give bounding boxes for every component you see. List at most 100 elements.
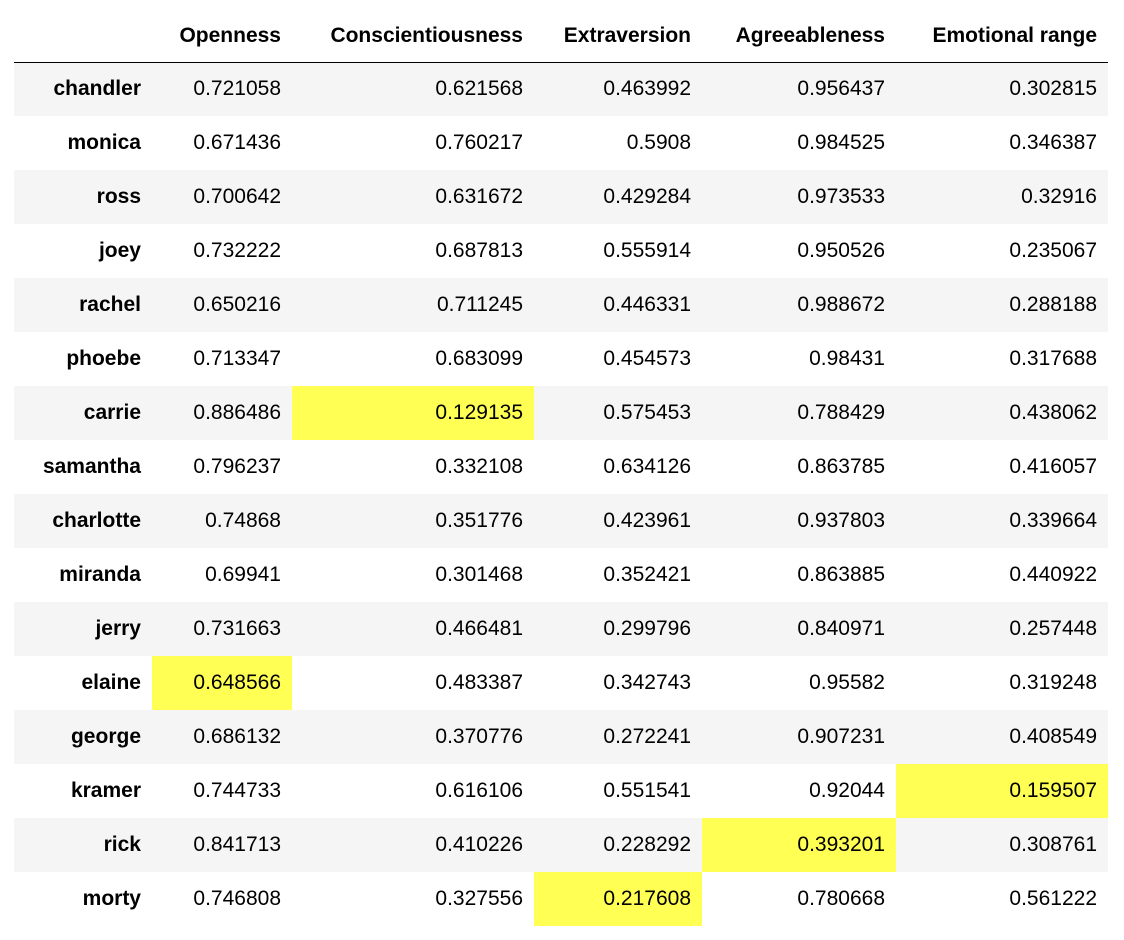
table-row: george 0.686132 0.370776 0.272241 0.907231 0.…: [14, 710, 1108, 764]
table-cell: 0.440922: [1009, 563, 1097, 586]
table-cell: 0.351776: [435, 509, 523, 532]
row-index-label: miranda: [59, 563, 141, 586]
table-cell: 0.687813: [435, 239, 523, 262]
table-cell: 0.423961: [603, 509, 691, 532]
table-row: samantha 0.796237 0.332108 0.634126 0.863785…: [14, 440, 1108, 494]
table-cell: 0.370776: [435, 725, 523, 748]
table-cell: 0.352421: [603, 563, 691, 586]
table-cell: 0.561222: [1009, 887, 1097, 910]
table-cell: 0.327556: [435, 887, 523, 910]
column-header-extraversion: Extraversion: [534, 10, 702, 63]
table-row: joey 0.732222 0.687813 0.555914 0.950526 0.23…: [14, 224, 1108, 278]
table-cell: 0.342743: [603, 671, 691, 694]
table-cell: 0.631672: [435, 185, 523, 208]
row-index-label: charlotte: [52, 509, 141, 532]
table-cell: 0.416057: [1009, 455, 1097, 478]
table-row: charlotte 0.74868 0.351776 0.423961 0.937803…: [14, 494, 1108, 548]
table-row: kramer 0.744733 0.616106 0.551541 0.92044 0.1…: [14, 764, 1108, 818]
table-cell: 0.760217: [435, 131, 523, 154]
highlighted-min-cell: 0.648566: [152, 656, 292, 710]
table-cell: 0.950526: [797, 239, 885, 262]
row-index-label: jerry: [95, 617, 141, 640]
table-cell: 0.302815: [1009, 77, 1097, 101]
table-cell: 0.744733: [193, 779, 281, 802]
table-row: carrie 0.886486 0.129135 0.575453 0.788429 0.…: [14, 386, 1108, 440]
table-header: Openness Conscientiousness Extraversion …: [14, 10, 1108, 63]
table-cell: 0.780668: [797, 887, 885, 910]
table-cell: 0.555914: [603, 239, 691, 262]
table-cell: 0.732222: [193, 239, 281, 262]
row-index-label: rick: [103, 833, 141, 856]
table-cell: 0.575453: [603, 401, 691, 424]
table-cell: 0.973533: [797, 185, 885, 208]
table-cell: 0.886486: [193, 401, 281, 424]
table-row: morty 0.746808 0.327556 0.217608 0.780668 0.5…: [14, 872, 1108, 926]
column-header-openness: Openness: [152, 10, 292, 63]
row-index-label: chandler: [53, 77, 141, 101]
table-cell: 0.841713: [193, 833, 281, 856]
table-row: monica 0.671436 0.760217 0.5908 0.984525 0.34…: [14, 116, 1108, 170]
table-cell: 0.988672: [797, 293, 885, 316]
table-cell: 0.69941: [205, 563, 281, 586]
highlighted-min-cell: 0.217608: [534, 872, 702, 926]
row-index-label: monica: [67, 131, 141, 154]
table-cell: 0.713347: [193, 347, 281, 370]
table-cell: 0.317688: [1009, 347, 1097, 370]
table-cell: 0.863785: [797, 455, 885, 478]
highlighted-min-cell: 0.129135: [292, 386, 534, 440]
table-cell: 0.788429: [797, 401, 885, 424]
table-cell: 0.454573: [603, 347, 691, 370]
table-cell: 0.650216: [193, 293, 281, 316]
table-cell: 0.429284: [603, 185, 691, 208]
highlighted-min-cell: 0.159507: [896, 764, 1108, 818]
table-cell: 0.339664: [1009, 509, 1097, 532]
table-cell: 0.346387: [1009, 131, 1097, 154]
row-index-label: elaine: [81, 671, 141, 694]
table-cell: 0.671436: [193, 131, 281, 154]
column-header-emotional-range: Emotional range: [896, 10, 1108, 63]
table-cell: 0.257448: [1009, 617, 1097, 640]
table-cell: 0.937803: [797, 509, 885, 532]
table-cell: 0.5908: [626, 131, 691, 154]
table-cell: 0.228292: [603, 833, 691, 856]
table-cell: 0.301468: [435, 563, 523, 586]
row-index-label: george: [70, 725, 141, 748]
table-row: jerry 0.731663 0.466481 0.299796 0.840971 0.2…: [14, 602, 1108, 656]
table-cell: 0.308761: [1009, 833, 1097, 856]
table-cell: 0.686132: [193, 725, 281, 748]
column-header-agreeableness: Agreeableness: [702, 10, 896, 63]
row-index-label: joey: [98, 239, 141, 262]
table-cell: 0.711245: [436, 293, 523, 316]
table-cell: 0.288188: [1009, 293, 1097, 316]
table-row: miranda 0.69941 0.301468 0.352421 0.863885 0.…: [14, 548, 1108, 602]
table-cell: 0.683099: [435, 347, 523, 370]
table-cell: 0.410226: [435, 833, 523, 856]
table-row: phoebe 0.713347 0.683099 0.454573 0.98431 0.3…: [14, 332, 1108, 386]
table-cell: 0.551541: [603, 779, 691, 802]
table-cell: 0.796237: [193, 455, 281, 478]
row-index-label: samantha: [42, 455, 141, 478]
table-cell: 0.32916: [1021, 185, 1097, 208]
table-cell: 0.95582: [809, 671, 885, 694]
table-cell: 0.408549: [1009, 725, 1097, 748]
table-cell: 0.616106: [435, 779, 523, 802]
table-cell: 0.446331: [603, 293, 691, 316]
table-cell: 0.700642: [193, 185, 281, 208]
table-cell: 0.907231: [797, 725, 885, 748]
table-cell: 0.438062: [1009, 401, 1097, 424]
table-cell: 0.746808: [193, 887, 281, 910]
table-cell: 0.299796: [603, 617, 691, 640]
table-cell: 0.98431: [809, 347, 885, 370]
dataframe-table: Openness Conscientiousness Extraversion …: [14, 10, 1108, 926]
table-cell: 0.721058: [193, 77, 281, 101]
table-cell: 0.74868: [205, 509, 281, 532]
table-cell: 0.731663: [193, 617, 281, 640]
table-cell: 0.272241: [603, 725, 691, 748]
highlighted-min-cell: 0.393201: [702, 818, 896, 872]
table-cell: 0.463992: [603, 77, 691, 101]
header-row: Openness Conscientiousness Extraversion …: [14, 10, 1108, 63]
table-cell: 0.840971: [797, 617, 885, 640]
row-index-label: phoebe: [66, 347, 141, 370]
table-cell: 0.984525: [797, 131, 885, 154]
row-index-label: rachel: [79, 293, 141, 316]
